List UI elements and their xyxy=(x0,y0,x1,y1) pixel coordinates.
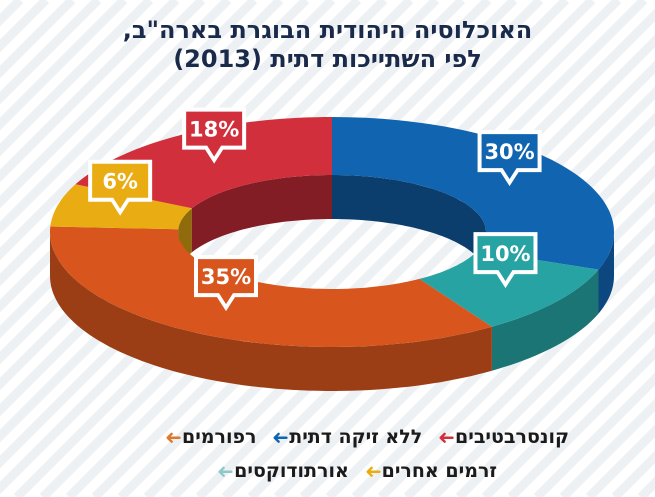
background-stripe xyxy=(117,0,622,497)
background-stripe xyxy=(0,0,232,235)
background-stripe xyxy=(533,372,655,497)
background-stripe xyxy=(429,268,655,497)
callout-fill xyxy=(92,163,149,209)
legend-label: קונסרבטיבים xyxy=(455,426,569,448)
background-stripe xyxy=(403,242,655,497)
background-stripe xyxy=(39,0,544,497)
slice-reform xyxy=(50,226,492,347)
background-stripe xyxy=(169,8,655,497)
data-label-orthodox: 6% xyxy=(102,170,138,194)
legend-arrow-icon: ➜ xyxy=(165,425,182,449)
background-stripe xyxy=(481,320,655,497)
outer-wall-reform xyxy=(50,232,492,391)
background-stripe xyxy=(455,294,655,497)
callout-fill xyxy=(198,259,255,305)
legend-label: אורתודוקסים xyxy=(234,460,349,482)
legend-item: קונסרבטיבים ➜ xyxy=(432,425,569,449)
callout-other: 10% xyxy=(473,232,538,289)
outer-wall-other xyxy=(491,269,599,371)
background-stripe xyxy=(0,0,180,183)
background-stripe xyxy=(559,398,655,497)
legend-row: זרמים אחרים ➜ אורתודוקסים ➜ xyxy=(201,459,497,483)
background-stripe xyxy=(0,0,154,157)
callout-fill xyxy=(186,111,243,157)
background-stripe xyxy=(0,0,128,131)
callout-reform: 35% xyxy=(194,255,259,312)
legend-label: ללא זיקה דתית xyxy=(289,426,423,448)
slice-other xyxy=(419,250,599,327)
legend-item: ללא זיקה דתית ➜ xyxy=(266,425,423,449)
legend-label: זרמים אחרים xyxy=(381,460,497,482)
background-stripe xyxy=(0,0,492,495)
callout-conservative: 18% xyxy=(182,107,247,164)
background-stripe xyxy=(0,0,466,469)
legend-arrow-icon: ➜ xyxy=(217,459,235,483)
callout-no_religion: 30% xyxy=(477,130,542,187)
chart-title-line-1: האוכלוסיה היהודית הבוגרת בארה"ב, xyxy=(122,16,533,44)
callout-fill xyxy=(481,134,538,180)
slice-no_religion xyxy=(332,117,614,270)
legend-item: זרמים אחרים ➜ xyxy=(359,459,497,483)
outer-wall-no_religion xyxy=(598,232,614,314)
background-stripe xyxy=(143,0,648,497)
background-stripe xyxy=(65,0,570,497)
background-stripe xyxy=(0,0,258,261)
data-label-reform: 35% xyxy=(201,265,251,289)
data-label-no_religion: 30% xyxy=(484,140,534,164)
donut-side-walls xyxy=(50,175,614,391)
background-stripe xyxy=(0,0,206,209)
background-stripe xyxy=(0,0,102,105)
legend-arrow-icon: ➜ xyxy=(438,425,456,449)
background-stripe xyxy=(507,346,655,497)
inner-wall-no_religion xyxy=(332,175,486,276)
legend-arrow-icon: ➜ xyxy=(272,425,290,449)
background-stripe xyxy=(0,0,284,287)
data-label-conservative: 18% xyxy=(189,118,239,142)
callout-orthodox: 6% xyxy=(88,159,153,216)
legend-arrow-icon: ➜ xyxy=(364,459,382,483)
inner-wall-conservative xyxy=(191,175,332,253)
data-label-other: 10% xyxy=(480,242,530,266)
background-stripe xyxy=(13,0,518,497)
value-callouts: 30% 10% 35% 6% 18% xyxy=(88,107,542,312)
legend-label: רפורמים xyxy=(181,426,257,448)
legend-item: רפורמים ➜ xyxy=(159,425,257,449)
background-stripe xyxy=(195,34,655,497)
legend-row: קונסרבטיבים ➜ ללא זיקה דתית ➜ רפורמים ➜ xyxy=(149,425,569,449)
background-stripe xyxy=(91,0,596,497)
chart-title-line-2: לפי השתייכות דתית (2013) xyxy=(173,45,482,73)
callout-fill xyxy=(477,236,534,282)
background-stripe xyxy=(377,216,655,497)
legend-item: אורתודוקסים ➜ xyxy=(211,459,349,483)
